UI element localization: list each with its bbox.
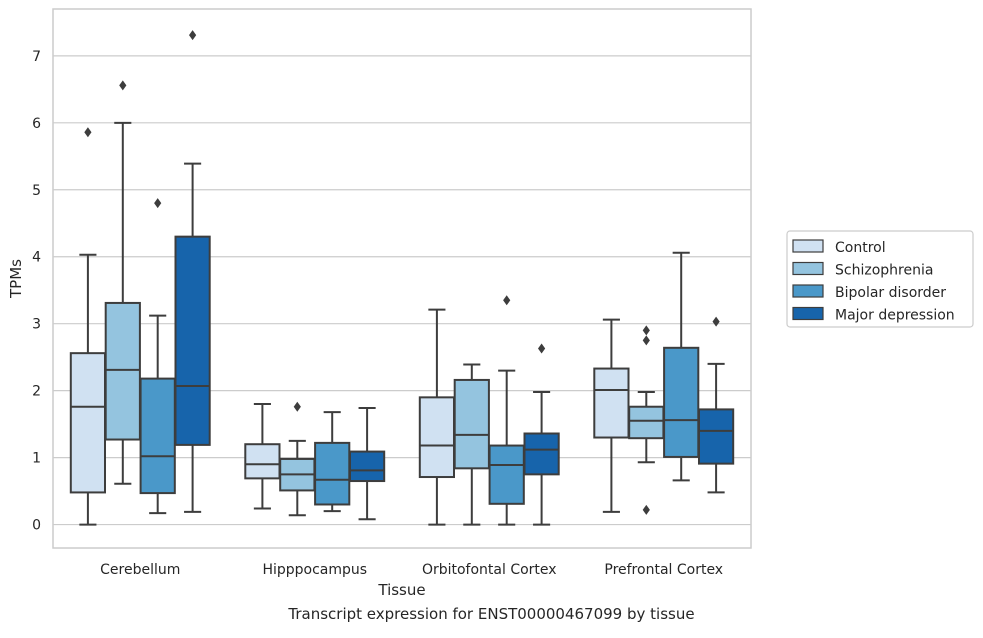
x-tick-label: Cerebellum	[100, 562, 180, 578]
box-iqr	[663, 346, 700, 458]
outlier-point	[642, 504, 650, 515]
box-schizophrenia	[104, 80, 141, 485]
outlier-point	[712, 316, 720, 327]
box-iqr	[244, 443, 281, 480]
legend-swatch	[792, 239, 824, 253]
outlier-point	[538, 343, 546, 354]
figure-caption: Transcript expression for ENST0000046709…	[288, 605, 695, 623]
y-tick-label: 7	[32, 49, 41, 65]
box-schizophrenia	[453, 363, 490, 526]
box-iqr	[314, 441, 351, 506]
outlier-point	[642, 325, 650, 336]
legend-swatch	[792, 306, 824, 321]
outlier-point	[119, 80, 127, 91]
box-iqr	[174, 235, 211, 446]
box-iqr	[453, 378, 490, 470]
x-tick-label: Prefrontal Cortex	[604, 562, 723, 578]
legend-frame	[786, 230, 974, 328]
box-schizophrenia	[628, 325, 665, 515]
y-tick-label: 0	[32, 518, 41, 534]
outlier-point	[503, 295, 511, 306]
legend-swatch	[792, 261, 824, 276]
box-iqr	[593, 367, 630, 439]
legend-label: Major depression	[835, 308, 955, 324]
box-iqr	[69, 352, 107, 494]
outlier-point	[293, 401, 301, 412]
outlier-point	[189, 30, 197, 41]
box-bipolar-disorder	[314, 411, 351, 513]
x-axis-label: Tissue	[377, 581, 425, 599]
legend-label: Schizophrenia	[835, 263, 933, 279]
box-control	[69, 127, 107, 526]
box-control	[418, 308, 456, 526]
box-iqr	[418, 396, 456, 479]
box-major-depression	[174, 30, 211, 513]
box-control	[593, 318, 630, 513]
box-major-depression	[523, 343, 560, 526]
plot-frame	[52, 8, 752, 549]
outlier-point	[154, 198, 162, 209]
y-tick-label: 2	[32, 384, 41, 400]
box-schizophrenia	[279, 401, 316, 517]
box-bipolar-disorder	[139, 198, 176, 515]
box-iqr	[628, 405, 665, 440]
legend-swatch	[792, 284, 824, 298]
box-iqr	[697, 408, 735, 465]
box-iqr	[523, 432, 560, 476]
legend-label: Control	[835, 240, 886, 256]
x-tick-label: Orbitofontal Cortex	[422, 562, 557, 578]
box-iqr	[488, 444, 525, 505]
box-iqr	[104, 301, 141, 441]
y-axis-label: TPMs	[7, 259, 25, 299]
box-major-depression	[697, 316, 735, 494]
legend: Control Schizophrenia Bipolar disorder Majo…	[786, 230, 974, 328]
box-control	[244, 403, 281, 510]
y-tick-label: 6	[32, 116, 41, 132]
y-tick-label: 1	[32, 451, 41, 467]
y-tick-label: 4	[32, 250, 41, 266]
box-iqr	[139, 377, 176, 495]
box-bipolar-disorder	[663, 251, 700, 482]
y-tick-label: 3	[32, 317, 41, 333]
x-tick-label: Hipppocampus	[262, 562, 367, 578]
outlier-point	[84, 127, 92, 138]
box-iqr	[348, 450, 386, 483]
outlier-point	[642, 335, 650, 346]
box-major-depression	[348, 407, 386, 521]
y-tick-label: 5	[32, 183, 41, 199]
legend-label: Bipolar disorder	[835, 285, 946, 301]
